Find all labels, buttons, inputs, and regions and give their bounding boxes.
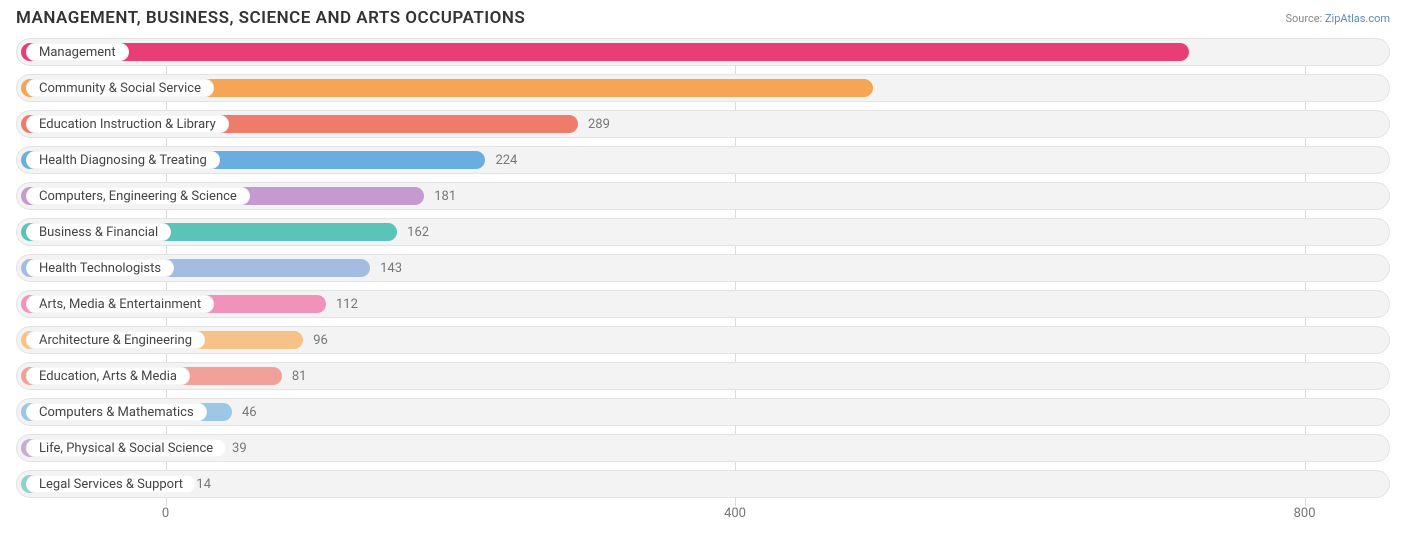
bar-row: Education Instruction & Library 289 (16, 110, 1390, 138)
bar-row: Legal Services & Support14 (16, 470, 1390, 498)
bar-label: Arts, Media & Entertainment (26, 295, 214, 313)
bar-value: 143 (380, 255, 402, 281)
bar-row: Community & Social Service 496 (16, 74, 1390, 102)
bar-row: Education, Arts & Media 81 (16, 362, 1390, 390)
x-axis: 0 400 800 (16, 506, 1390, 528)
bar-label: Health Diagnosing & Treating (26, 151, 220, 169)
bar-label: Life, Physical & Social Science (26, 439, 226, 457)
x-axis-tick: 0 (162, 506, 169, 521)
bar-fill (21, 43, 1189, 61)
bar-label: Community & Social Service (26, 79, 214, 97)
bar-row: Health Diagnosing & Treating 224 (16, 146, 1390, 174)
bar-row: Management 718 (16, 38, 1390, 66)
x-axis-tick: 800 (1294, 506, 1316, 521)
bar-label: Architecture & Engineering (26, 331, 205, 349)
source-link[interactable]: ZipAtlas.com (1325, 12, 1390, 25)
bar-row: Computers, Engineering & Science 181 (16, 182, 1390, 210)
bar-value: 496 (833, 75, 855, 101)
bar-value: 181 (434, 183, 456, 209)
x-axis-tick: 400 (724, 506, 746, 521)
bar-value: 718 (1149, 39, 1171, 65)
bar-series: Management 718 Community & Social Service 4… (16, 38, 1390, 498)
bar-value: 96 (313, 327, 328, 353)
bar-row: Computers & Mathematics 46 (16, 398, 1390, 426)
bar-label: Health Technologists (26, 259, 174, 277)
chart-header: MANAGEMENT, BUSINESS, SCIENCE AND ARTS O… (0, 0, 1406, 32)
bar-label: Management (26, 43, 129, 61)
source-prefix: Source: (1285, 12, 1324, 25)
bar-row: Health Technologists 143 (16, 254, 1390, 282)
bar-row: Arts, Media & Entertainment 112 (16, 290, 1390, 318)
source-attribution: Source: ZipAtlas.com (1285, 12, 1390, 25)
bar-value: 39 (232, 435, 247, 461)
bar-value: 162 (407, 219, 429, 245)
bar-value: 81 (292, 363, 307, 389)
bar-label: Business & Financial (26, 223, 171, 241)
bar-label: Legal Services & Support (26, 475, 196, 493)
bar-label: Education, Arts & Media (26, 367, 190, 385)
bar-label: Computers, Engineering & Science (26, 187, 250, 205)
chart-title: MANAGEMENT, BUSINESS, SCIENCE AND ARTS O… (16, 8, 525, 28)
bar-value: 46 (242, 399, 257, 425)
bar-value: 224 (495, 147, 517, 173)
chart-plot-area: Management 718 Community & Social Service 4… (0, 32, 1406, 528)
bar-row: Business & Financial 162 (16, 218, 1390, 246)
bar-value: 112 (336, 291, 358, 317)
bar-label: Computers & Mathematics (26, 403, 207, 421)
bar-value: 289 (588, 111, 610, 137)
bar-row: Life, Physical & Social Science 39 (16, 434, 1390, 462)
bar-row: Architecture & Engineering 96 (16, 326, 1390, 354)
bar-value: 14 (196, 471, 211, 497)
bar-label: Education Instruction & Library (26, 115, 229, 133)
